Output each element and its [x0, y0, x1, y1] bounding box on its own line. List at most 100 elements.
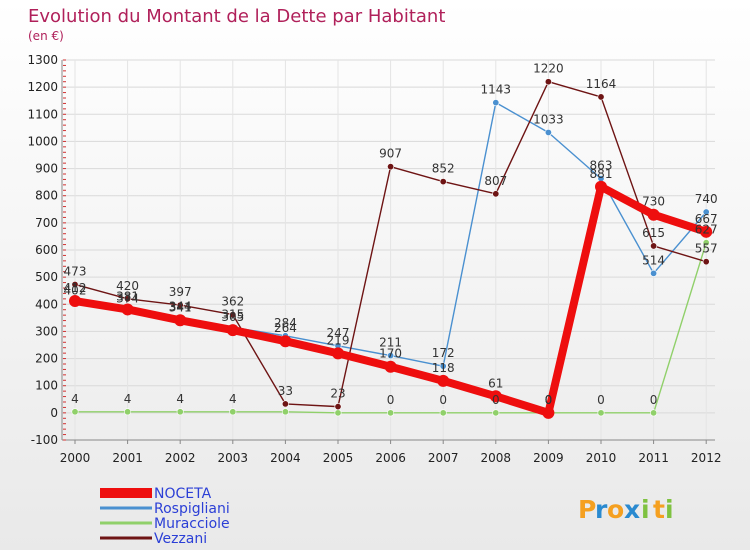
logo-letter: r — [595, 495, 608, 524]
data-point — [229, 408, 237, 416]
data-point — [121, 303, 134, 316]
y-tick-label: 500 — [35, 270, 58, 284]
data-point — [700, 225, 713, 238]
data-label: 402 — [64, 284, 87, 298]
y-tick-label: -100 — [31, 433, 58, 447]
data-point — [595, 180, 607, 193]
chart-title: Evolution du Montant de la Dette par Hab… — [28, 6, 445, 27]
data-label: 4 — [124, 392, 132, 406]
data-point — [544, 128, 552, 136]
x-tick-label: 2012 — [691, 451, 722, 465]
data-label: 412 — [64, 281, 87, 295]
data-label: 0 — [650, 393, 658, 407]
data-label: 23 — [330, 387, 345, 401]
data-label: 1220 — [533, 62, 564, 76]
data-label: 170 — [379, 347, 402, 361]
data-label: 514 — [642, 253, 665, 267]
data-point — [71, 408, 79, 416]
data-point — [334, 403, 342, 411]
data-point — [174, 314, 187, 327]
data-point — [650, 269, 658, 277]
data-point — [279, 335, 292, 348]
legend-swatch-rospigliani — [100, 506, 152, 510]
legend-label-rospigliani: Rospigliani — [154, 501, 230, 517]
y-tick-label: 800 — [35, 189, 58, 203]
data-point — [176, 301, 184, 309]
legend-swatch-noceta — [100, 488, 152, 498]
x-tick-label: 2004 — [270, 451, 301, 465]
x-tick-label: 2010 — [586, 451, 617, 465]
data-label: 0 — [597, 393, 605, 407]
x-tick-label: 2002 — [165, 451, 196, 465]
y-tick-label: 1000 — [27, 134, 58, 148]
data-point — [489, 390, 502, 403]
data-label: 627 — [695, 223, 718, 237]
data-label: 211 — [379, 336, 402, 350]
data-label: 172 — [432, 346, 455, 360]
data-point — [229, 311, 237, 319]
data-label: 305 — [221, 310, 244, 324]
legend-swatch-vezzani — [100, 536, 152, 540]
data-point — [71, 280, 79, 288]
y-tick-label: 400 — [35, 297, 58, 311]
data-point — [544, 78, 552, 86]
data-point — [439, 362, 447, 370]
grid — [62, 59, 715, 441]
data-label: 315 — [221, 307, 244, 321]
data-point — [281, 408, 289, 416]
x-tick-label: 2007 — [428, 451, 459, 465]
data-label: 344 — [169, 299, 192, 313]
x-tick-label: 2000 — [60, 451, 91, 465]
y-tick-label: 200 — [35, 352, 58, 366]
data-label: 1033 — [533, 112, 564, 126]
data-point — [439, 409, 447, 417]
data-label: 4 — [176, 392, 184, 406]
data-label: 247 — [327, 326, 350, 340]
data-label: 0 — [492, 393, 500, 407]
data-label: 374 — [116, 291, 139, 305]
y-tick-label: 0 — [50, 406, 58, 420]
data-point — [597, 93, 605, 101]
data-label: 0 — [439, 393, 447, 407]
data-point — [650, 409, 658, 417]
data-label: 264 — [274, 321, 297, 335]
data-point — [702, 208, 710, 216]
x-tick-label: 2008 — [481, 451, 512, 465]
data-point — [124, 295, 132, 303]
data-label: 730 — [642, 195, 665, 209]
data-label: 61 — [488, 376, 503, 390]
data-point — [387, 352, 395, 360]
data-point — [702, 258, 710, 266]
series-vezzani — [71, 78, 710, 411]
data-point — [334, 409, 342, 417]
data-point — [387, 163, 395, 171]
data-point — [69, 295, 81, 308]
data-point — [281, 400, 289, 408]
data-point — [650, 242, 658, 250]
data-point — [332, 347, 344, 360]
data-label: 4 — [71, 392, 79, 406]
data-label: 118 — [432, 361, 455, 375]
data-label: 420 — [116, 279, 139, 293]
data-point — [439, 178, 447, 186]
series-layer — [69, 78, 713, 419]
data-label: 219 — [327, 333, 350, 347]
data-label: 1164 — [586, 77, 617, 91]
data-label: 1143 — [481, 83, 512, 97]
y-tick-label: 300 — [35, 324, 58, 338]
x-tick-label: 2003 — [218, 451, 249, 465]
y-tick-label: 100 — [35, 379, 58, 393]
data-label: 0 — [545, 393, 553, 407]
legend-swatch-muracciole — [100, 521, 152, 525]
x-tick-label: 2001 — [112, 451, 143, 465]
data-label: 881 — [590, 167, 613, 181]
data-label: 557 — [695, 242, 718, 256]
data-label: 284 — [274, 316, 297, 330]
data-point — [176, 408, 184, 416]
y-tick-label: 1300 — [27, 53, 58, 67]
data-label: 907 — [379, 147, 402, 161]
legend-label-muracciole: Muracciole — [154, 516, 230, 532]
